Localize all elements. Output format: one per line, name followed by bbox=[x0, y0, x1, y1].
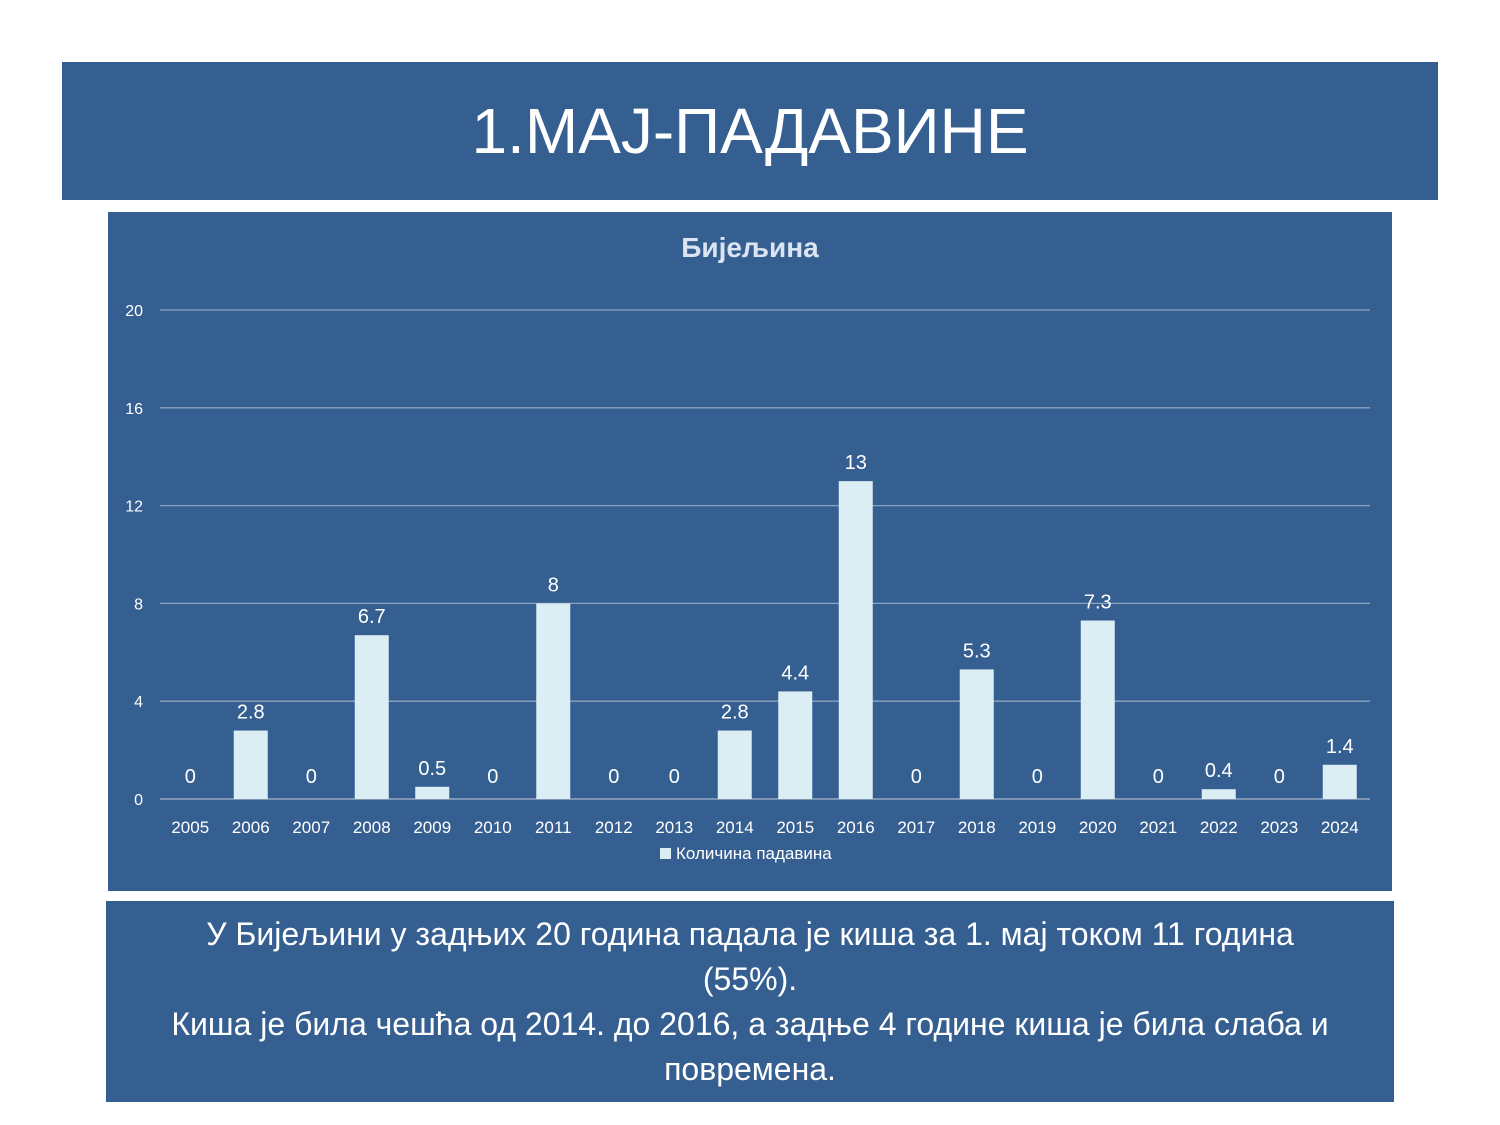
data-label-2023: 0 bbox=[1274, 766, 1285, 788]
x-tick-label-2015: 2015 bbox=[776, 818, 814, 837]
data-label-2011: 8 bbox=[548, 574, 559, 596]
y-tick-label: 20 bbox=[125, 303, 143, 320]
data-label-2019: 0 bbox=[1032, 766, 1043, 788]
note-line-2: (55%). bbox=[702, 961, 798, 997]
x-tick-label-2008: 2008 bbox=[353, 818, 391, 837]
x-tick-label-2006: 2006 bbox=[232, 818, 270, 837]
data-label-2010: 0 bbox=[487, 766, 498, 788]
data-label-2018: 5.3 bbox=[963, 640, 991, 662]
data-label-2020: 7.3 bbox=[1084, 592, 1112, 614]
x-tick-label-2018: 2018 bbox=[958, 818, 996, 837]
y-tick-label: 16 bbox=[125, 401, 143, 418]
x-tick-label-2014: 2014 bbox=[716, 818, 754, 837]
slide-title: 1.МАЈ-ПАДАВИНЕ bbox=[62, 62, 1438, 200]
x-tick-label-2019: 2019 bbox=[1018, 818, 1056, 837]
data-label-2021: 0 bbox=[1153, 766, 1164, 788]
data-label-2014: 2.8 bbox=[721, 702, 749, 724]
bar-2016 bbox=[838, 481, 873, 799]
note-line-1: У Бијељини у задњих 20 година падала је … bbox=[206, 916, 1294, 952]
bar-2009 bbox=[415, 786, 450, 799]
legend-swatch bbox=[660, 848, 671, 859]
data-label-2017: 0 bbox=[911, 766, 922, 788]
x-tick-label-2016: 2016 bbox=[837, 818, 875, 837]
data-label-2013: 0 bbox=[669, 766, 680, 788]
x-tick-label-2021: 2021 bbox=[1139, 818, 1177, 837]
x-tick-label-2012: 2012 bbox=[595, 818, 633, 837]
data-label-2015: 4.4 bbox=[781, 662, 809, 684]
x-tick-label-2011: 2011 bbox=[535, 818, 572, 837]
bar-2011 bbox=[536, 603, 571, 799]
x-tick-label-2013: 2013 bbox=[655, 818, 693, 837]
x-tick-label-2020: 2020 bbox=[1079, 818, 1117, 837]
x-tick-label-2010: 2010 bbox=[474, 818, 512, 837]
bar-2020 bbox=[1080, 620, 1115, 799]
note-line-4: повремена. bbox=[664, 1051, 836, 1087]
chart-panel: 0 4 8 12 16 20 0 2005 2.8 2006 0 2007 6.7 2008 0.5 2009… bbox=[108, 212, 1392, 891]
data-label-2009: 0.5 bbox=[418, 758, 446, 780]
bar-2024 bbox=[1322, 764, 1357, 799]
note-line-3: Киша је била чешћа од 2014. до 2016, а з… bbox=[171, 1006, 1329, 1042]
bar-2008 bbox=[354, 635, 389, 799]
bar-2022 bbox=[1201, 789, 1236, 799]
bar-2018 bbox=[959, 669, 994, 799]
data-label-2016: 13 bbox=[845, 452, 867, 474]
chart-title: Бијељина bbox=[681, 232, 819, 263]
data-label-2006: 2.8 bbox=[237, 702, 265, 724]
legend-label: Количина падавина bbox=[676, 844, 832, 863]
y-tick-label: 4 bbox=[134, 694, 143, 711]
bar-chart: 0 4 8 12 16 20 0 2005 2.8 2006 0 2007 6.7 2008 0.5 2009… bbox=[125, 303, 1370, 863]
bar-2014 bbox=[717, 730, 752, 799]
bar-2015 bbox=[778, 691, 813, 799]
y-tick-label: 8 bbox=[134, 596, 143, 613]
y-tick-label: 0 bbox=[134, 792, 143, 809]
x-tick-label-2009: 2009 bbox=[413, 818, 451, 837]
x-tick-label-2007: 2007 bbox=[292, 818, 330, 837]
data-label-2022: 0.4 bbox=[1205, 760, 1233, 782]
data-label-2012: 0 bbox=[608, 766, 619, 788]
x-tick-label-2024: 2024 bbox=[1321, 818, 1359, 837]
data-label-2005: 0 bbox=[185, 766, 196, 788]
x-tick-label-2005: 2005 bbox=[171, 818, 209, 837]
x-tick-label-2017: 2017 bbox=[897, 818, 935, 837]
data-label-2007: 0 bbox=[306, 766, 317, 788]
data-label-2024: 1.4 bbox=[1326, 736, 1354, 758]
summary-note: У Бијељини у задњих 20 година падала је … bbox=[106, 901, 1394, 1102]
bar-2006 bbox=[233, 730, 268, 799]
data-label-2008: 6.7 bbox=[358, 606, 386, 628]
x-tick-label-2022: 2022 bbox=[1200, 818, 1238, 837]
y-tick-label: 12 bbox=[125, 499, 143, 516]
x-tick-label-2023: 2023 bbox=[1260, 818, 1298, 837]
